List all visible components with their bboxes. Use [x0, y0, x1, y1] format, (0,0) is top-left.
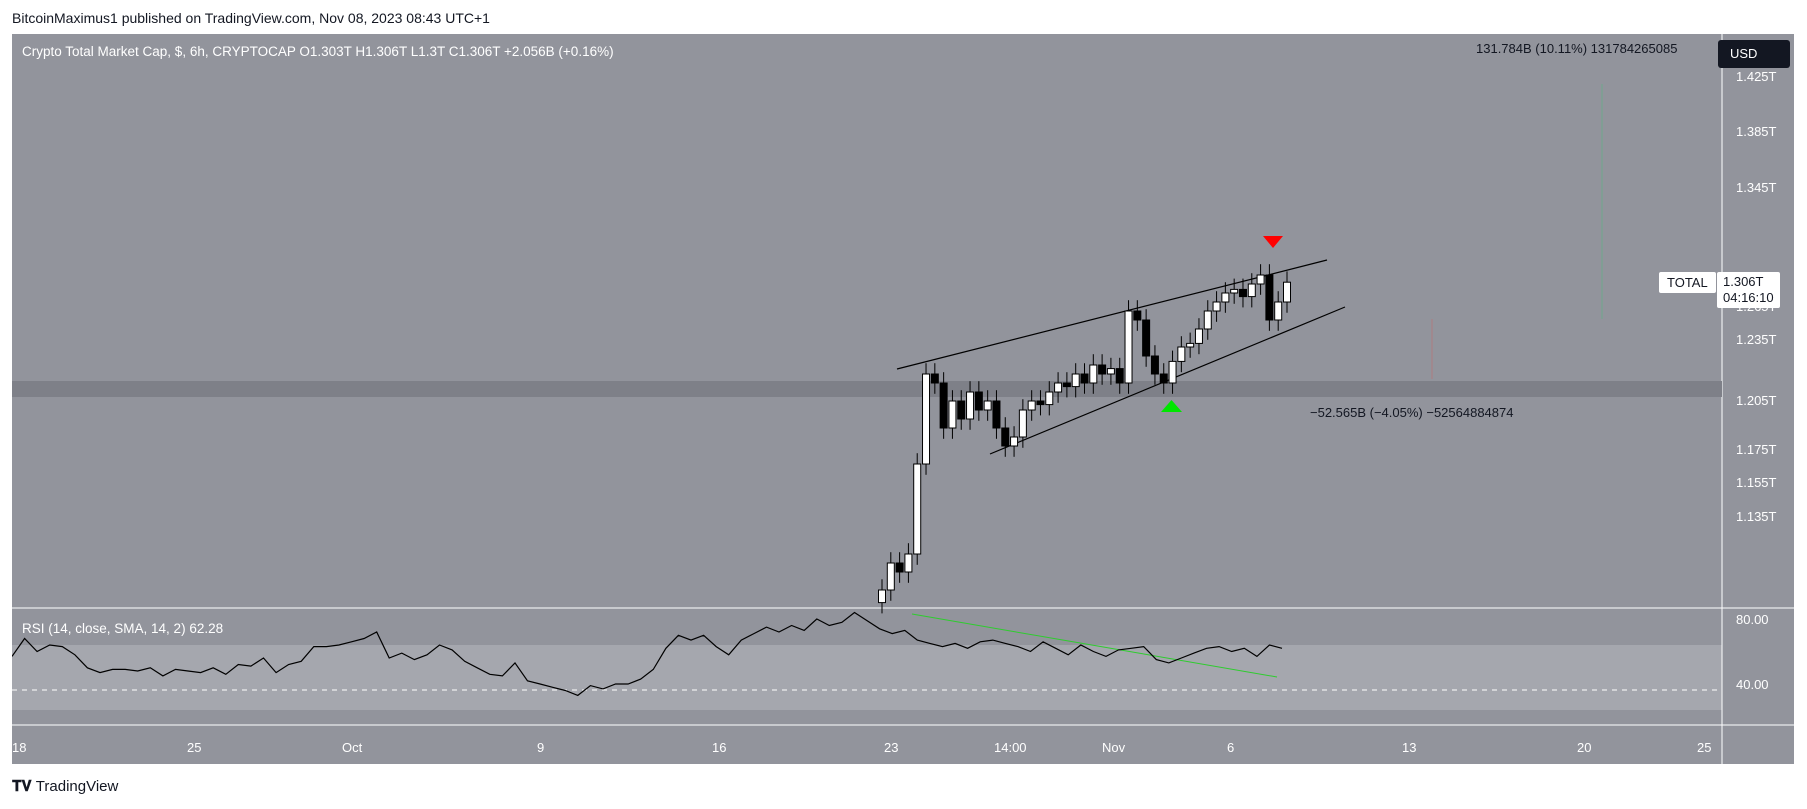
rsi-axis: 80.00 40.00 — [1736, 612, 1769, 692]
candle — [1010, 426, 1019, 457]
candle — [1159, 363, 1168, 394]
candle — [878, 579, 886, 614]
price-tick-label: 1.425T — [1736, 69, 1777, 84]
candle — [1054, 372, 1063, 403]
time-tick-label: Nov — [1102, 740, 1126, 755]
candle — [948, 390, 957, 439]
candle — [1089, 354, 1098, 394]
rsi-divergence-line — [911, 613, 1278, 678]
candle — [904, 543, 913, 583]
candle — [1062, 372, 1071, 398]
chart-canvas[interactable]: 1.425T1.385T1.345T1.265T1.235T1.205T1.17… — [12, 34, 1794, 764]
currency-button[interactable]: USD — [1718, 40, 1790, 68]
chart-frame[interactable]: 1.425T1.385T1.345T1.265T1.235T1.205T1.17… — [12, 34, 1794, 764]
candle — [1027, 390, 1036, 421]
measure-label-bottom: −52.565B (−4.05%) −52564884874 — [1310, 405, 1514, 420]
rsi-band — [12, 645, 1722, 710]
candle — [974, 381, 983, 421]
candle — [1106, 357, 1115, 385]
main-legend: Crypto Total Market Cap, $, 6h, CRYPTOCA… — [22, 44, 614, 59]
candle — [957, 390, 966, 430]
measure-label-top: 131.784B (10.11%) 131784265085 — [1476, 41, 1678, 56]
candle — [939, 372, 948, 439]
time-tick-label: 25 — [1697, 740, 1711, 755]
time-tick-label: 23 — [884, 740, 898, 755]
rsi-line — [12, 611, 1283, 697]
tv-logo-icon: 𝐓𝐕 — [12, 778, 32, 795]
bullish-marker — [1161, 400, 1182, 412]
candle — [1203, 300, 1212, 340]
candle — [922, 363, 931, 475]
price-tick-label: 1.345T — [1736, 180, 1777, 195]
candle — [1036, 390, 1045, 416]
candle — [1098, 354, 1107, 385]
publish-line: BitcoinMaximus1 published on TradingView… — [12, 10, 490, 26]
time-tick-label: 6 — [1227, 740, 1234, 755]
candle — [1071, 363, 1080, 398]
candle — [1018, 399, 1027, 448]
time-tick-label: Oct — [342, 740, 363, 755]
rsi-tick-label: 80.00 — [1736, 612, 1769, 627]
candle — [992, 390, 1001, 439]
channel-upper-line — [896, 259, 1328, 370]
candle — [1256, 264, 1265, 295]
candle — [895, 552, 904, 583]
time-tick-label: 13 — [1402, 740, 1416, 755]
candle — [1186, 332, 1195, 358]
candle — [1115, 357, 1124, 394]
tradingview-logo[interactable]: 𝐓𝐕 TradingView — [12, 778, 118, 795]
candle — [1238, 278, 1247, 308]
candle — [983, 390, 992, 421]
candle — [930, 363, 939, 394]
candle — [1265, 264, 1274, 331]
candle — [1247, 273, 1256, 308]
last-price: 1.306T — [1723, 274, 1764, 289]
candles — [878, 264, 1291, 614]
time-tick-label: 16 — [712, 740, 726, 755]
candle — [1001, 417, 1010, 457]
time-axis: 18 25 Oct 9 16 23 14:00 Nov 6 13 20 25 — [12, 740, 1711, 755]
time-tick-label: 9 — [537, 740, 544, 755]
symbol-label: TOTAL — [1659, 272, 1716, 293]
candle — [1221, 282, 1230, 313]
candle — [1274, 291, 1283, 331]
time-tick-label: 25 — [187, 740, 201, 755]
candle — [1150, 345, 1159, 385]
candle — [1124, 300, 1133, 394]
price-tick-label: 1.385T — [1736, 124, 1777, 139]
support-zone — [12, 381, 1722, 397]
candle — [1177, 336, 1186, 373]
candle — [1194, 318, 1203, 355]
price-tick-label: 1.205T — [1736, 393, 1777, 408]
candle — [886, 552, 895, 601]
price-tick-label: 1.175T — [1736, 442, 1777, 457]
candle — [1045, 381, 1054, 416]
tv-logo-text: TradingView — [35, 778, 119, 795]
rsi-tick-label: 40.00 — [1736, 677, 1769, 692]
candle — [1212, 291, 1221, 322]
time-tick-label: 14:00 — [994, 740, 1027, 755]
price-tick-label: 1.235T — [1736, 332, 1777, 347]
rsi-legend: RSI (14, close, SMA, 14, 2) 62.28 — [22, 621, 224, 636]
candle — [1230, 278, 1239, 304]
price-tick-label: 1.155T — [1736, 475, 1777, 490]
bearish-marker — [1263, 236, 1283, 248]
price-tick-label: 1.135T — [1736, 509, 1777, 524]
bar-countdown: 04:16:10 — [1723, 290, 1774, 305]
candle — [966, 381, 975, 430]
time-tick-label: 18 — [12, 740, 26, 755]
last-price-label: 1.306T 04:16:10 — [1717, 272, 1780, 308]
candle — [1142, 309, 1151, 367]
time-tick-label: 20 — [1577, 740, 1591, 755]
candle — [1133, 300, 1142, 331]
candle — [913, 453, 922, 565]
candle — [1168, 350, 1177, 394]
candle — [1080, 363, 1089, 394]
candle — [1283, 271, 1291, 313]
